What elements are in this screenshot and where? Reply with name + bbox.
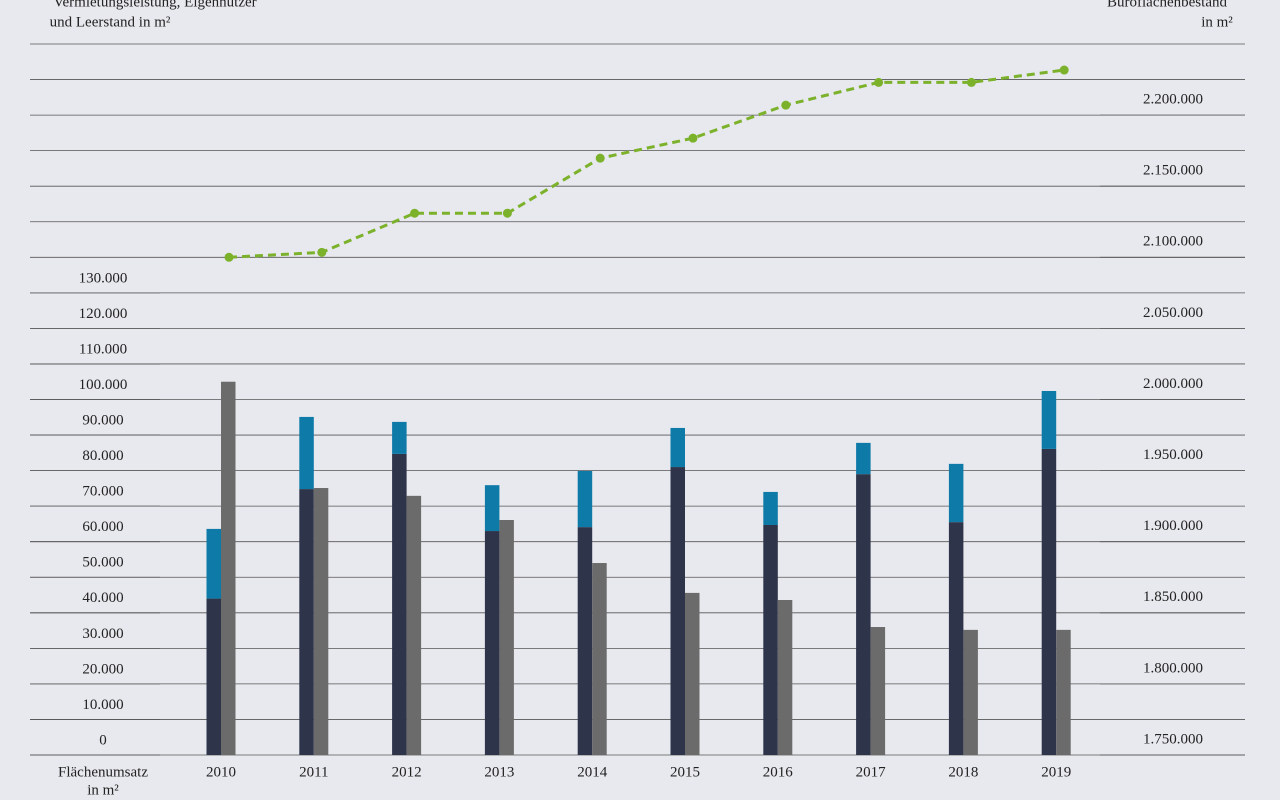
- y-tick-label: 110.000: [79, 341, 127, 357]
- line-point: [1059, 65, 1069, 75]
- bar: [392, 421, 407, 454]
- bar: [313, 488, 329, 755]
- y2-axis-label: Büroflächenbestand: [1107, 0, 1227, 10]
- x-tick-label: 2014: [577, 764, 608, 780]
- x-tick-label: 2019: [1041, 764, 1071, 780]
- bar: [206, 598, 221, 755]
- y-tick-label: 20.000: [82, 661, 123, 677]
- x-tick-label: 2015: [670, 764, 700, 780]
- y-tick-label: 30.000: [82, 626, 123, 642]
- bar: [763, 524, 778, 755]
- line-point: [317, 247, 327, 257]
- y-tick-label: 100.000: [79, 377, 128, 393]
- x-axis-label: in m²: [87, 782, 119, 798]
- bar: [763, 491, 778, 525]
- bar: [592, 563, 607, 755]
- y2-tick-label: 1.950.000: [1143, 447, 1203, 463]
- y2-tick-label: 2.000.000: [1143, 376, 1203, 392]
- x-axis-label: Flächenumsatz: [58, 764, 148, 780]
- x-tick-label: 2017: [856, 764, 887, 780]
- y-axis-label: und Leerstand in m²: [50, 14, 171, 30]
- bar: [856, 442, 871, 475]
- y2-tick-label: 1.900.000: [1143, 518, 1203, 534]
- x-tick-label: 2013: [484, 764, 514, 780]
- y-tick-label: 70.000: [82, 484, 123, 500]
- bar: [484, 485, 500, 532]
- bar: [221, 381, 236, 755]
- y2-tick-label: 1.850.000: [1143, 589, 1203, 605]
- y-tick-label: 50.000: [82, 555, 123, 571]
- y2-tick-label: 2.200.000: [1143, 92, 1203, 108]
- line-point: [688, 133, 698, 143]
- y-tick-label: 0: [99, 732, 107, 748]
- bar: [870, 627, 886, 755]
- x-tick-label: 2010: [206, 764, 236, 780]
- bar: [670, 467, 685, 755]
- line-point: [410, 208, 420, 218]
- bar: [670, 427, 685, 468]
- x-tick-label: 2016: [763, 764, 794, 780]
- line-point: [595, 153, 605, 163]
- bar: [577, 527, 593, 755]
- x-tick-label: 2012: [392, 764, 422, 780]
- bar: [299, 416, 314, 490]
- line-point: [966, 77, 976, 87]
- line-point: [874, 77, 884, 87]
- x-tick-label: 2018: [948, 764, 978, 780]
- bar: [577, 470, 593, 528]
- y2-tick-label: 2.150.000: [1143, 163, 1203, 179]
- bar: [856, 474, 871, 755]
- y-tick-label: 60.000: [82, 519, 123, 535]
- line-point: [781, 100, 791, 110]
- bar: [777, 600, 793, 755]
- line-point: [502, 208, 512, 218]
- y-axis-label: Vermietungsleistung, Eigennutzer: [53, 0, 256, 10]
- x-tick-label: 2011: [299, 764, 328, 780]
- y2-axis-label: in m²: [1201, 14, 1233, 30]
- bar: [1041, 390, 1057, 449]
- y2-tick-label: 2.100.000: [1143, 234, 1203, 250]
- y-tick-label: 120.000: [79, 306, 128, 322]
- bar: [484, 531, 500, 755]
- bar: [406, 495, 422, 755]
- bar: [392, 453, 407, 755]
- bar: [1056, 629, 1071, 755]
- y-tick-label: 130.000: [79, 270, 128, 286]
- bar: [1041, 448, 1057, 755]
- y2-tick-label: 1.750.000: [1143, 731, 1203, 747]
- bar: [948, 522, 964, 755]
- bar: [948, 463, 964, 523]
- y-tick-label: 90.000: [82, 412, 123, 428]
- y-tick-label: 10.000: [82, 697, 123, 713]
- bar: [299, 489, 314, 755]
- bar: [685, 592, 700, 755]
- bar: [963, 629, 978, 755]
- line-point: [224, 252, 234, 262]
- y2-tick-label: 2.050.000: [1143, 305, 1203, 321]
- y2-tick-label: 1.800.000: [1143, 660, 1203, 676]
- bar: [206, 528, 221, 599]
- y-tick-label: 40.000: [82, 590, 123, 606]
- y-tick-label: 80.000: [82, 448, 123, 464]
- bar: [499, 520, 514, 755]
- line: [228, 68, 1065, 259]
